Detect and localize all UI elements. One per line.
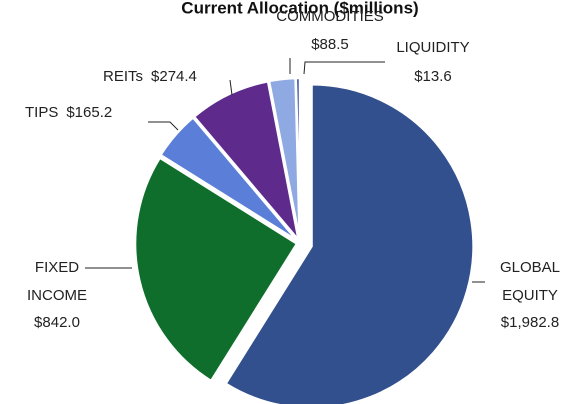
- leader-line: [229, 79, 233, 96]
- value-label: $88.5: [311, 36, 349, 53]
- category-word: GLOBAL: [500, 259, 560, 276]
- category-label: TIPS: [25, 104, 58, 121]
- slice-label: TIPS $165.2: [25, 104, 112, 121]
- slice-label: REITs $274.4: [103, 68, 197, 85]
- value-label: $165.2: [66, 104, 112, 121]
- category-label: GLOBAL EQUITY: [500, 259, 560, 304]
- category-label: FIXED INCOME: [27, 259, 87, 304]
- leader-line: [303, 61, 385, 75]
- category-word: EQUITY: [502, 287, 558, 304]
- leader-lines: [85, 58, 485, 283]
- pie-slice: [133, 155, 299, 383]
- leader-line: [148, 121, 179, 131]
- value-label: $13.6: [414, 68, 452, 85]
- value-label: $1,982.8: [501, 314, 559, 331]
- category-word: INCOME: [27, 287, 87, 304]
- value-label: $842.0: [34, 314, 80, 331]
- pie-slice: [223, 83, 475, 404]
- category-label: COMMODITIES: [276, 8, 384, 25]
- chart-title: Current Allocation ($millions): [181, 0, 418, 17]
- category-label: REITs: [103, 68, 143, 85]
- category-word: FIXED: [35, 259, 79, 276]
- category-label: LIQUIDITY: [396, 39, 469, 56]
- pie-slice: [294, 76, 302, 241]
- value-label: $274.4: [151, 68, 197, 85]
